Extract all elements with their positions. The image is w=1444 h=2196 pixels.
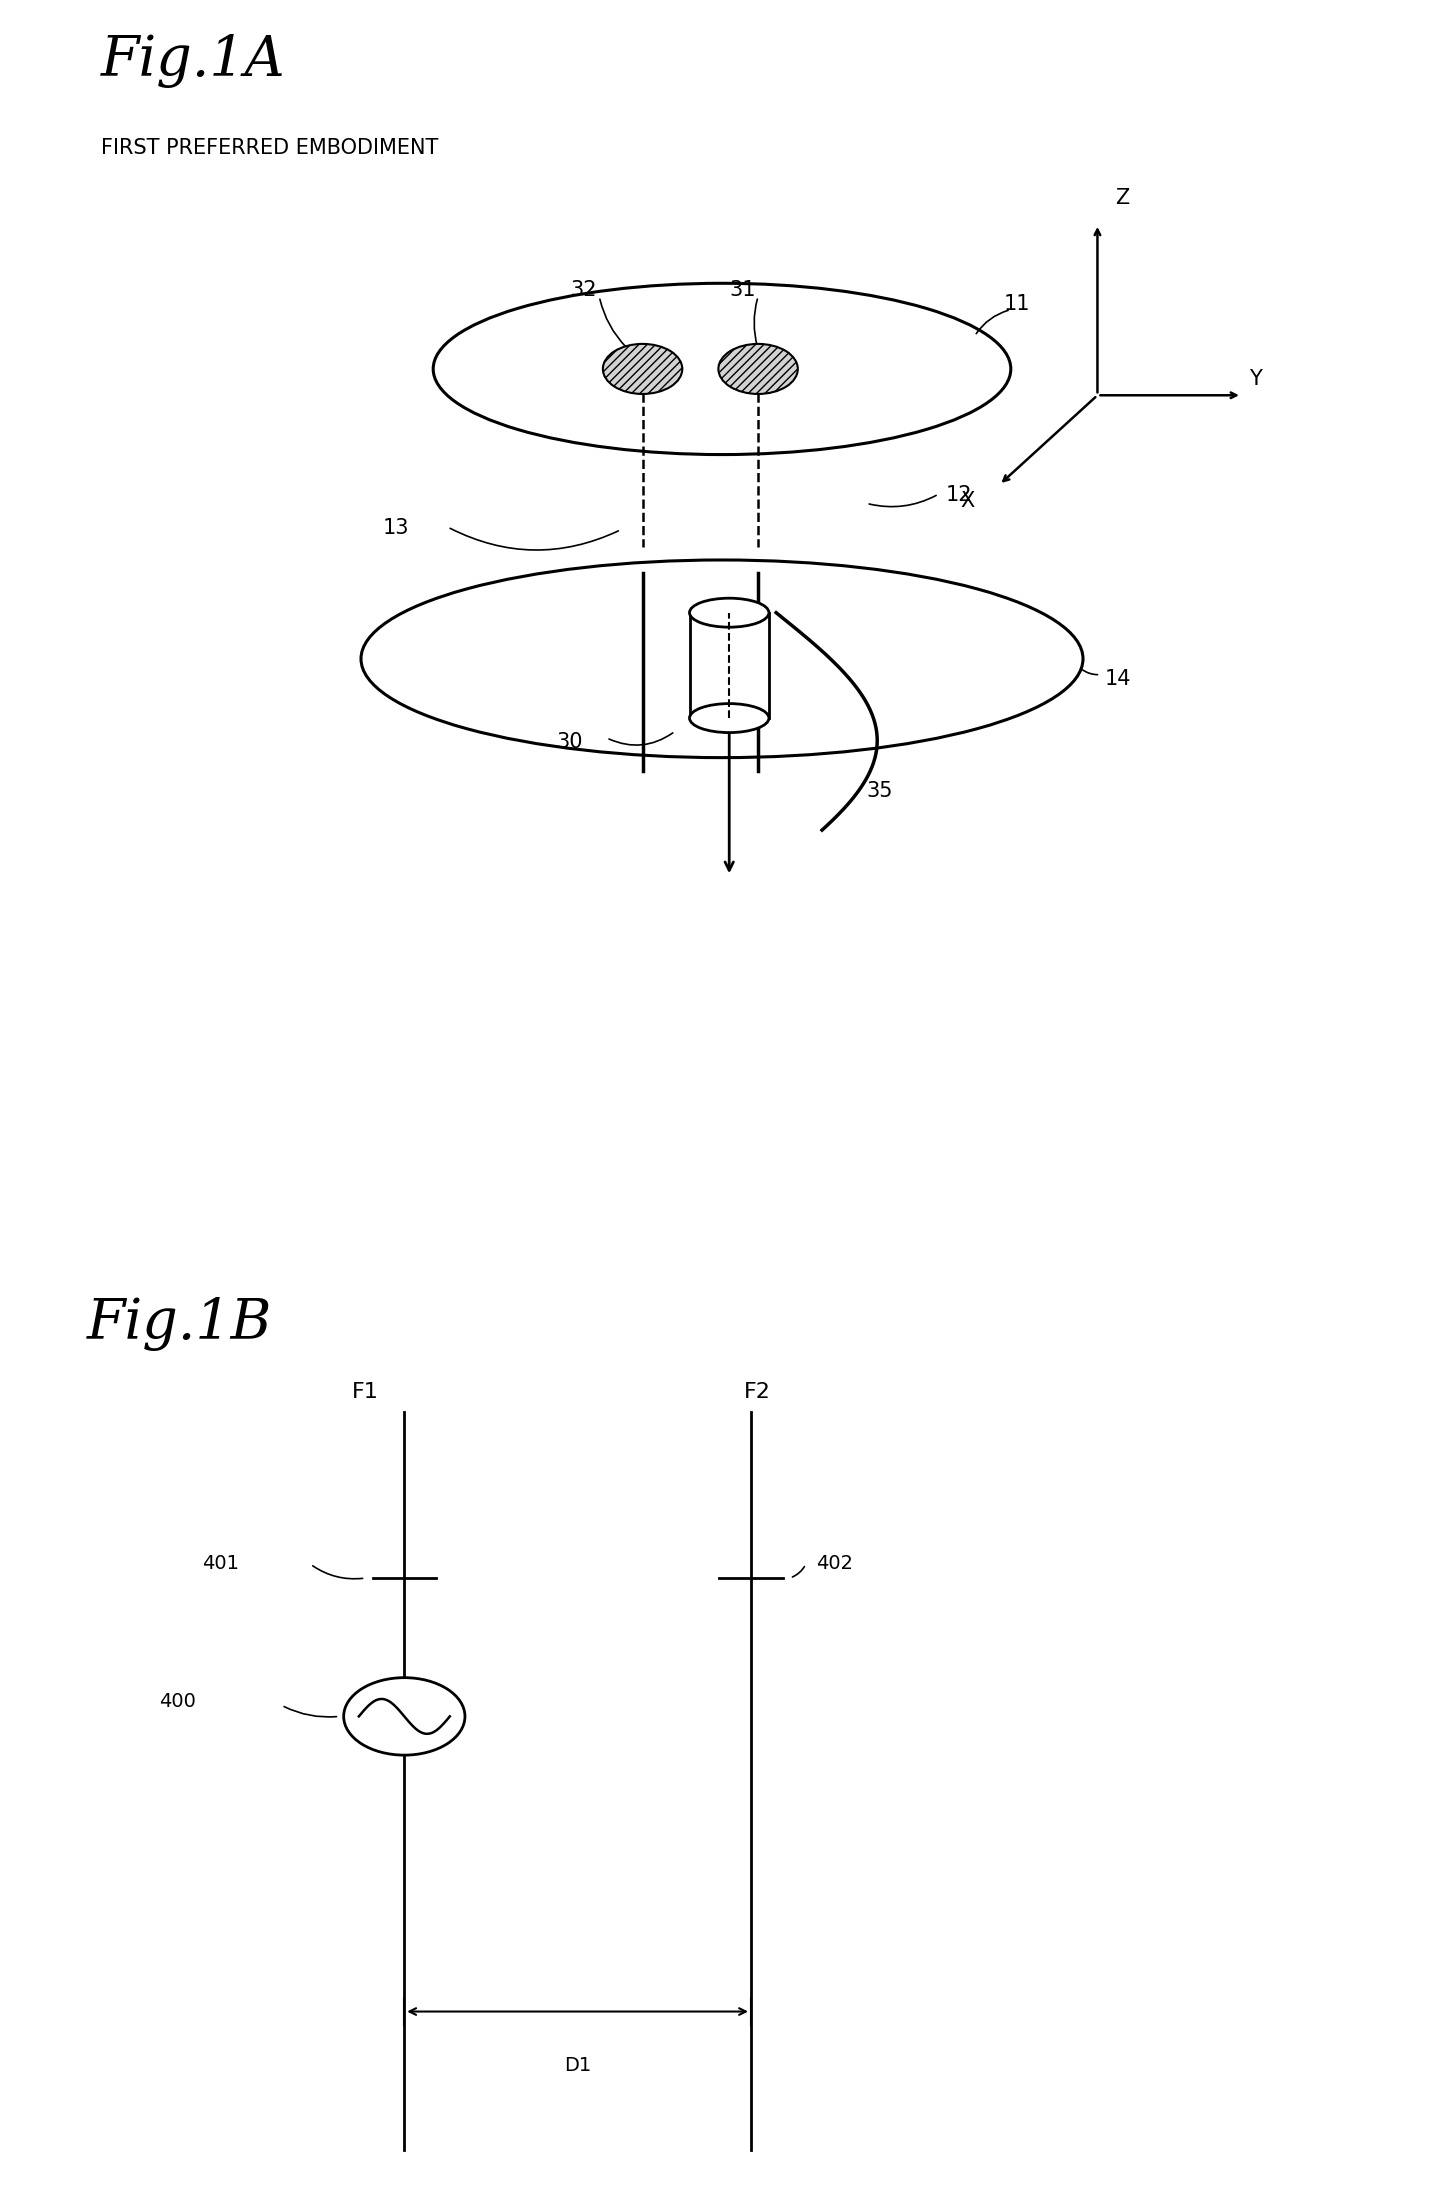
Text: 35: 35	[866, 782, 892, 802]
Text: Fig.1B: Fig.1B	[87, 1296, 271, 1351]
Text: Z: Z	[1115, 189, 1129, 209]
Text: 13: 13	[383, 518, 409, 538]
Ellipse shape	[690, 703, 770, 733]
Ellipse shape	[433, 283, 1011, 455]
Text: 30: 30	[556, 733, 582, 753]
Text: F1: F1	[351, 1381, 378, 1403]
Text: 32: 32	[570, 281, 596, 301]
Text: 401: 401	[202, 1555, 240, 1572]
Circle shape	[344, 1678, 465, 1755]
Text: 400: 400	[159, 1693, 196, 1711]
Text: F2: F2	[744, 1381, 771, 1403]
Ellipse shape	[361, 560, 1083, 758]
Text: D1: D1	[565, 2055, 591, 2075]
Ellipse shape	[604, 345, 683, 393]
Ellipse shape	[690, 597, 770, 628]
Polygon shape	[690, 613, 768, 718]
Text: 12: 12	[946, 485, 972, 505]
Text: 31: 31	[729, 281, 755, 301]
Text: FIRST PREFERRED EMBODIMENT: FIRST PREFERRED EMBODIMENT	[101, 138, 439, 158]
Text: 402: 402	[816, 1555, 853, 1572]
Text: Fig.1A: Fig.1A	[101, 33, 286, 88]
Text: X: X	[960, 492, 975, 512]
Text: 11: 11	[1004, 294, 1030, 314]
Ellipse shape	[719, 345, 797, 393]
Text: 14: 14	[1105, 670, 1131, 690]
Text: Y: Y	[1249, 369, 1262, 389]
